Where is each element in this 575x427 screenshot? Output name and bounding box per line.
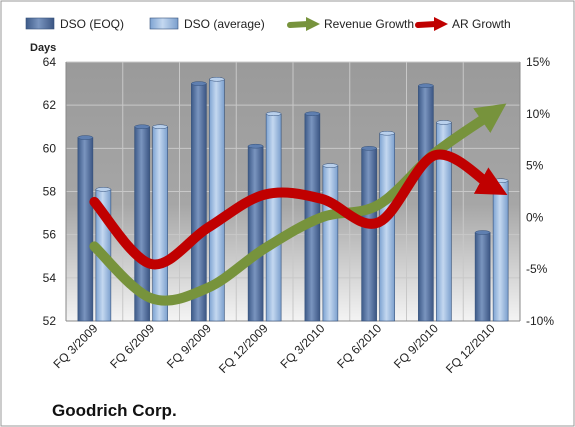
legend-swatch (149, 17, 179, 30)
right-axis-ticks: -10% -5% 0% 5% 10% 15% (526, 55, 554, 328)
bar-dso-eoq (77, 137, 94, 322)
legend-swatch (25, 17, 55, 30)
legend-swatch (415, 21, 439, 28)
legend-label: DSO (EOQ) (60, 17, 124, 31)
bar-dso-average (492, 180, 509, 322)
legend-label: Revenue Growth (324, 17, 414, 31)
y-tick-label: 56 (43, 228, 57, 242)
bar-dso-eoq (474, 232, 491, 322)
bar-top-cap (492, 178, 509, 183)
bar-top-cap (247, 143, 264, 149)
bar-dso-eoq (418, 85, 434, 322)
y2-tick-label: -10% (526, 314, 554, 328)
y2-tick-label: 0% (526, 210, 544, 224)
legend-arrow-icon (434, 17, 448, 31)
bar-dso-eoq (247, 145, 264, 322)
y-tick-label: 54 (43, 271, 57, 285)
bar-top-cap (265, 111, 282, 117)
y-tick-label: 58 (43, 185, 57, 199)
y2-tick-label: 5% (526, 159, 544, 173)
bar-top-cap (474, 230, 491, 235)
left-axis-ticks: 52 54 56 58 60 62 64 (43, 55, 57, 328)
growth-lines (89, 103, 508, 306)
bar-top-cap (95, 187, 112, 192)
ar-growth-line (89, 149, 508, 270)
y-tick-label: 52 (43, 314, 57, 328)
bar-top-cap (134, 124, 150, 129)
y-tick-label: 62 (43, 98, 57, 112)
bar-top-cap (436, 120, 452, 125)
bar-top-cap (191, 81, 207, 86)
bar-top-cap (77, 135, 94, 140)
y-tick-label: 60 (43, 141, 57, 155)
bar-top-cap (379, 130, 395, 136)
legend-swatch (287, 21, 311, 28)
bar-top-cap (304, 111, 321, 117)
company-name: Goodrich Corp. (52, 401, 177, 420)
bar-top-cap (322, 163, 339, 168)
y2-tick-label: 15% (526, 55, 550, 69)
legend-label: DSO (average) (184, 17, 265, 31)
bar-top-cap (361, 146, 377, 151)
legend-arrow-icon (306, 17, 320, 31)
legend-label: AR Growth (452, 17, 511, 31)
bar-dso-average (265, 113, 282, 322)
bar-dso-average (322, 165, 339, 322)
y-axis-label: Days (30, 42, 56, 54)
y2-tick-label: 10% (526, 107, 550, 121)
bar-top-cap (209, 77, 225, 82)
y-tick-label: 64 (43, 55, 57, 69)
bar-top-cap (152, 124, 168, 129)
bar-top-cap (418, 83, 434, 88)
legend: DSO (EOQ) DSO (average) Revenue Growth AR G… (25, 17, 511, 31)
bar-dso-eoq (361, 148, 377, 322)
y2-tick-label: -5% (526, 262, 548, 276)
bars (77, 77, 509, 322)
bar-dso-average (152, 126, 168, 322)
bar-dso-average (379, 132, 395, 322)
